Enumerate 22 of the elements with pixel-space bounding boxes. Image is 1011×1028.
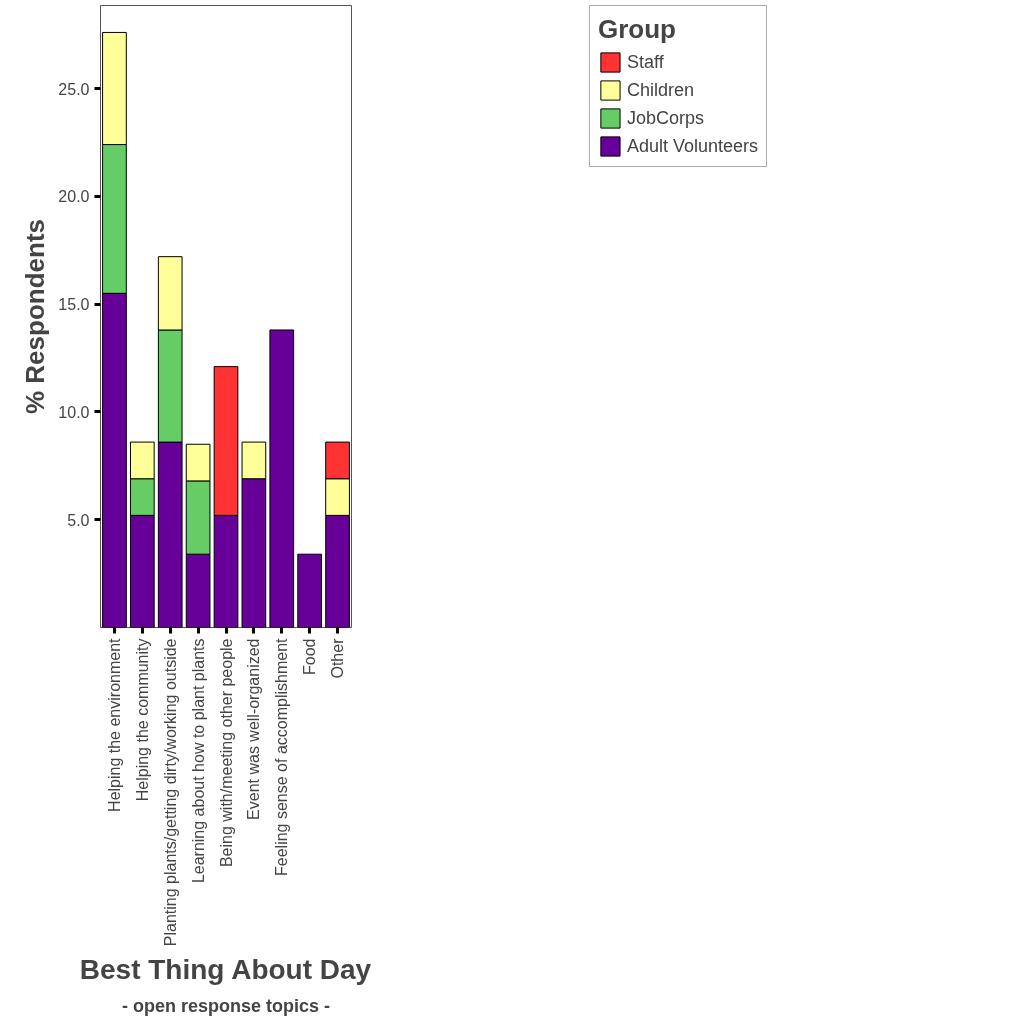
legend-label: Staff xyxy=(626,51,664,73)
legend-label: Adult Volunteers xyxy=(626,135,759,157)
x-tick-label: Feeling sense of accomplishment xyxy=(273,637,291,876)
x-tick-label: Planting plants/getting dirty/working outside xyxy=(161,638,179,947)
y-tick-label: 20.0 xyxy=(58,188,90,206)
y-tick-label: 5.0 xyxy=(67,511,90,529)
y-tick-label: 15.0 xyxy=(58,296,90,314)
x-tick-label: Helping the environment xyxy=(105,637,123,812)
x-tick-label: Helping the community xyxy=(133,638,151,802)
y-tick-label: 10.0 xyxy=(58,403,90,421)
x-tick-label: Other xyxy=(329,637,347,679)
legend-label: JobCorps xyxy=(626,107,704,129)
x-tick-label: Food xyxy=(301,638,319,675)
x-tick-label: Learning about how to plant plants xyxy=(189,638,207,884)
y-axis-title: % Respondents xyxy=(20,218,51,415)
y-tick-label: 25.0 xyxy=(58,80,90,98)
x-tick-label: Event was well-organized xyxy=(245,638,263,820)
legend-title: Group xyxy=(597,14,677,45)
x-tick-label: Being with/meeting other people xyxy=(217,638,235,868)
text: - open response topics - xyxy=(121,995,331,1016)
legend-label: Children xyxy=(626,79,694,101)
x-axis-title: Best Thing About Day xyxy=(79,954,372,986)
